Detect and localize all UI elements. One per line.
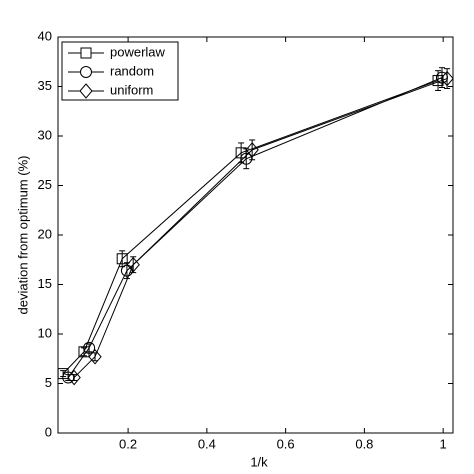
legend-marker	[80, 47, 92, 59]
data-point	[245, 142, 259, 158]
data-point	[88, 349, 102, 365]
data-point	[440, 70, 454, 87]
error-bar	[86, 343, 93, 353]
series-line	[73, 78, 448, 378]
data-point	[116, 253, 128, 265]
legend-label: powerlaw	[110, 44, 166, 59]
legend-label: random	[110, 63, 154, 78]
y-tick-label: 0	[45, 424, 52, 439]
x-tick-label: 0.4	[198, 436, 216, 451]
error-bar	[130, 256, 137, 274]
x-tick-label: 1	[440, 436, 447, 451]
data-point	[83, 341, 96, 354]
error-bar	[71, 374, 78, 382]
data-point	[126, 256, 140, 273]
y-tick-label: 40	[38, 28, 52, 43]
y-tick-label: 35	[38, 78, 52, 93]
x-tick-label: 0.8	[355, 436, 373, 451]
error-bar	[243, 148, 250, 170]
y-axis-label: deviation from optimum (%)	[15, 156, 30, 315]
series-line	[62, 80, 439, 374]
legend-marker	[80, 66, 92, 78]
x-tick-label: 0.2	[119, 436, 137, 451]
legend-label: uniform	[110, 82, 153, 97]
y-tick-label: 30	[38, 127, 52, 142]
y-tick-label: 20	[38, 226, 52, 241]
x-tick-label: 0.6	[277, 436, 295, 451]
data-point	[67, 369, 81, 386]
y-tick-label: 15	[38, 276, 52, 291]
series-line	[67, 77, 443, 378]
y-tick-label: 25	[38, 177, 52, 192]
y-tick-label: 10	[38, 325, 52, 340]
y-tick-label: 5	[45, 375, 52, 390]
x-axis-label: 1/k	[250, 454, 268, 469]
legend-marker	[79, 83, 93, 99]
